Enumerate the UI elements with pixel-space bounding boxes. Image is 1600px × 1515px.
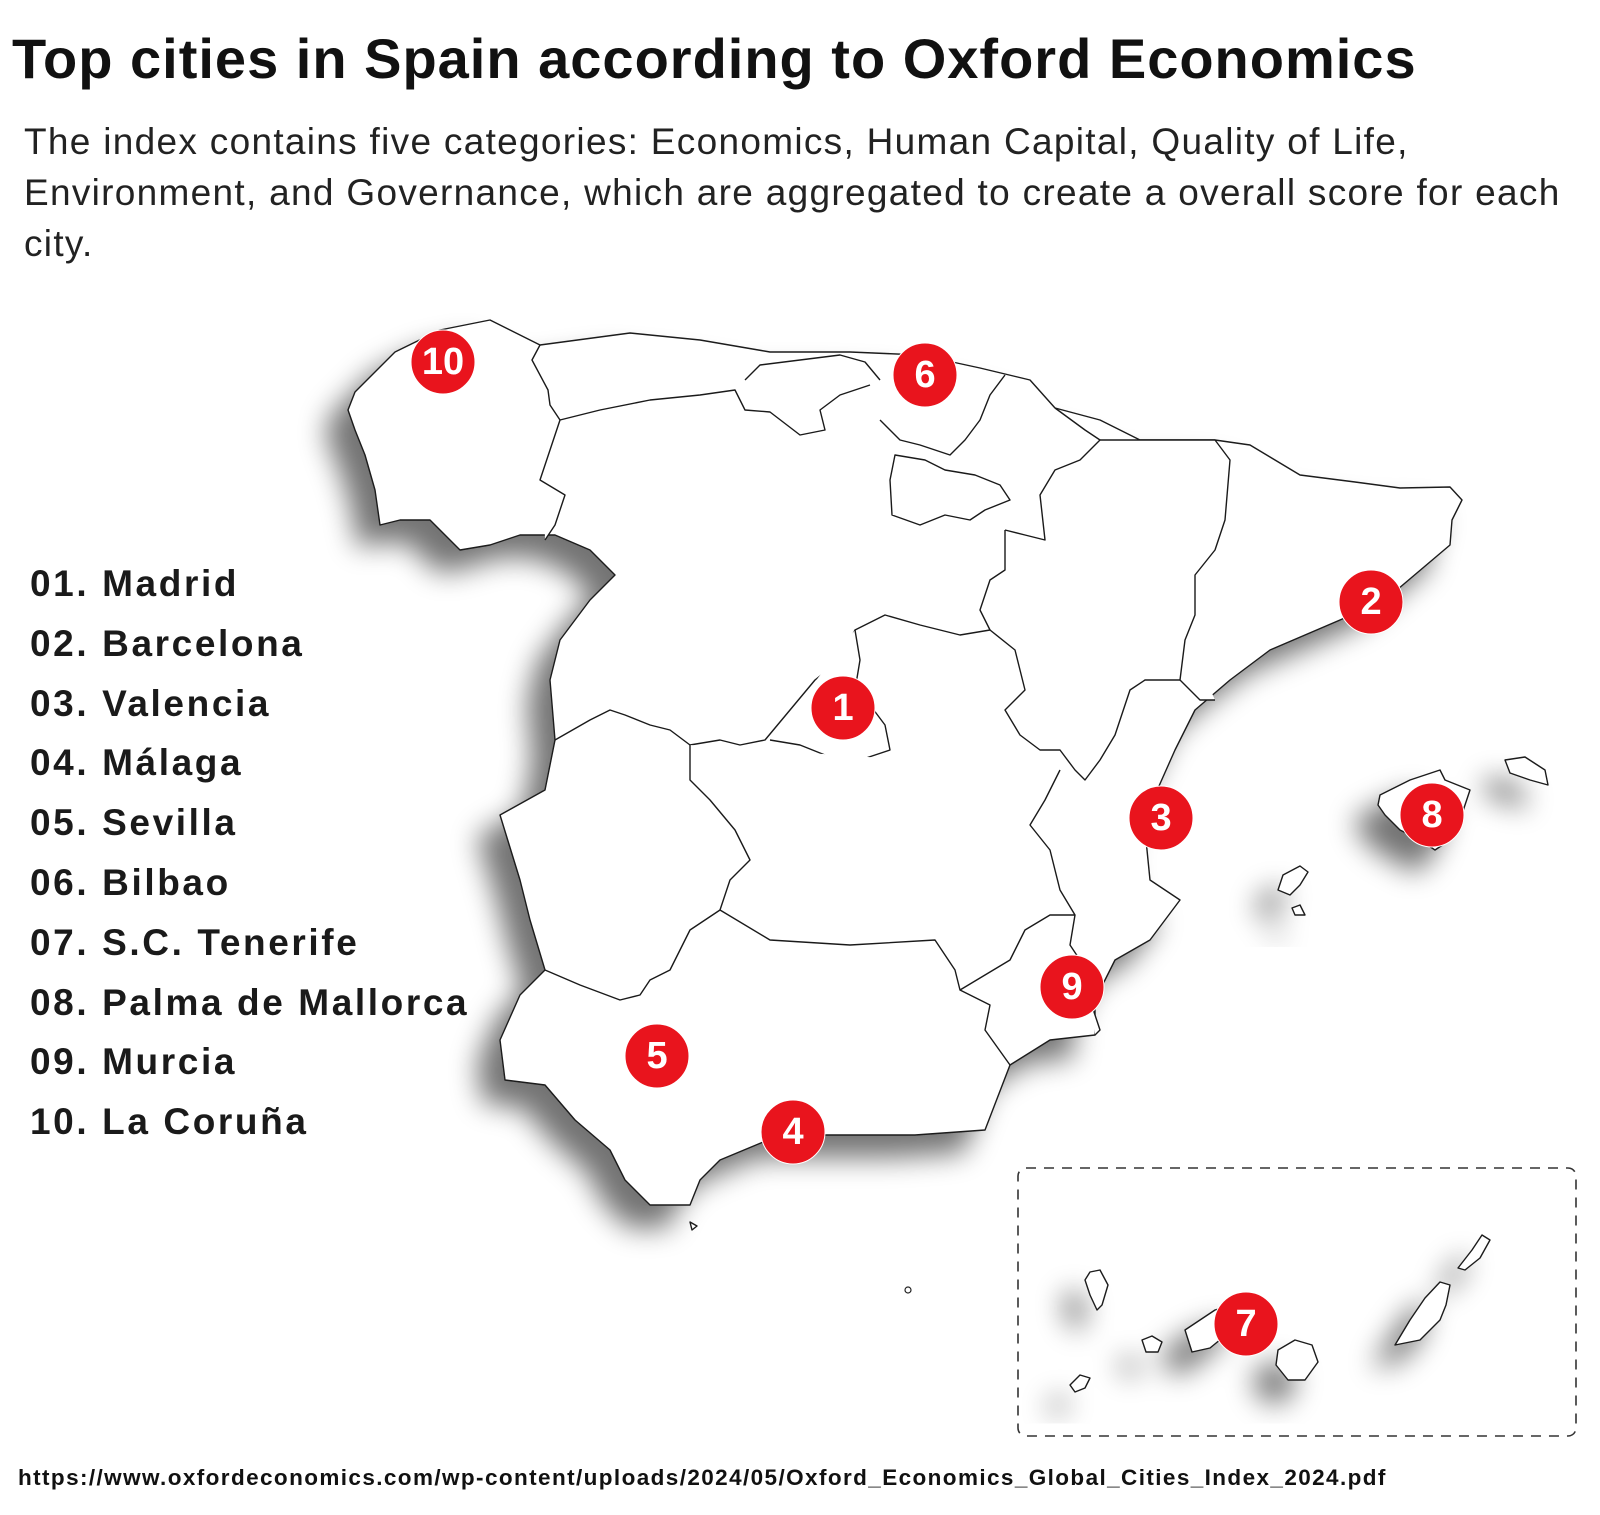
border-asturias bbox=[559, 384, 871, 436]
border-galicia bbox=[531, 344, 566, 541]
marker-malaga: 4 bbox=[760, 1099, 826, 1165]
border-rioja bbox=[889, 454, 1011, 526]
marker-valencia: 3 bbox=[1128, 785, 1194, 851]
border-castilla-leon bbox=[554, 530, 1006, 746]
border-extremadura bbox=[544, 909, 721, 1001]
island-menorca bbox=[1504, 756, 1549, 786]
rank-number: 03. bbox=[30, 682, 90, 724]
rank-number: 08. bbox=[30, 981, 90, 1023]
marker-label: 2 bbox=[1360, 581, 1381, 623]
rank-number: 10. bbox=[30, 1101, 90, 1143]
ranking-item: 06. Bilbao bbox=[30, 861, 469, 921]
marker-label: 10 bbox=[422, 341, 464, 383]
city-name: Sevilla bbox=[102, 802, 238, 844]
island-ibiza bbox=[1277, 865, 1309, 896]
island-gran-canaria bbox=[1275, 1339, 1319, 1381]
canary-inset-frame bbox=[1017, 1167, 1577, 1437]
canary-islands bbox=[1069, 1234, 1491, 1393]
marker-label: 7 bbox=[1235, 1303, 1256, 1345]
ranking-item: 07. S.C. Tenerife bbox=[30, 921, 469, 981]
city-name: Bilbao bbox=[102, 861, 231, 903]
marker-label: 9 bbox=[1061, 966, 1082, 1008]
islet-chafarinas bbox=[904, 1286, 912, 1294]
rank-number: 09. bbox=[30, 1041, 90, 1083]
page-subtitle: The index contains five categories: Econ… bbox=[24, 121, 1561, 264]
city-name: Barcelona bbox=[102, 622, 305, 664]
city-name: Málaga bbox=[102, 742, 244, 784]
city-ranking-list: 01. Madrid 02. Barcelona 03. Valencia 04… bbox=[30, 562, 469, 1160]
island-la-gomera bbox=[1141, 1335, 1163, 1353]
islet-alboran bbox=[689, 1221, 698, 1231]
marker-bilbao: 6 bbox=[892, 342, 958, 408]
city-name: Palma de Mallorca bbox=[102, 981, 470, 1023]
island-la-palma bbox=[1084, 1269, 1109, 1311]
rank-number: 04. bbox=[30, 742, 90, 784]
page-title: Top cities in Spain according to Oxford … bbox=[12, 27, 1417, 90]
ranking-item: 01. Madrid bbox=[30, 562, 469, 622]
island-fuerteventura bbox=[1394, 1281, 1451, 1346]
rank-number: 01. bbox=[30, 563, 90, 604]
rank-number: 07. bbox=[30, 921, 90, 963]
city-name: Valencia bbox=[102, 682, 272, 724]
ranking-item: 03. Valencia bbox=[30, 682, 469, 742]
rank-number: 02. bbox=[30, 622, 90, 664]
marker-murcia: 9 bbox=[1039, 954, 1105, 1020]
border-navarra bbox=[1004, 407, 1101, 541]
source-url[interactable]: https://www.oxfordeconomics.com/wp-conte… bbox=[18, 1465, 1387, 1490]
marker-label: 4 bbox=[782, 1111, 803, 1153]
marker-palma: 8 bbox=[1399, 782, 1465, 848]
city-name: S.C. Tenerife bbox=[102, 921, 360, 963]
island-el-hierro bbox=[1069, 1374, 1091, 1393]
ranking-item: 08. Palma de Mallorca bbox=[30, 981, 469, 1041]
island-lanzarote bbox=[1457, 1234, 1491, 1271]
spain-map: 1 2 3 4 5 6 7 8 9 10 bbox=[347, 319, 1577, 1437]
marker-la-coruna: 10 bbox=[410, 329, 476, 395]
ranking-item: 05. Sevilla bbox=[30, 801, 469, 861]
marker-barcelona: 2 bbox=[1338, 569, 1404, 635]
island-formentera bbox=[1291, 904, 1306, 916]
border-murcia bbox=[959, 989, 1011, 1066]
city-name: La Coruña bbox=[102, 1101, 309, 1143]
ranking-item: 02. Barcelona bbox=[30, 622, 469, 682]
city-name: Murcia bbox=[102, 1041, 237, 1083]
marker-madrid: 1 bbox=[810, 675, 876, 741]
border-basque bbox=[879, 374, 1006, 456]
marker-label: 1 bbox=[832, 687, 853, 729]
border-cantabria bbox=[744, 354, 881, 381]
marker-tenerife: 7 bbox=[1213, 1291, 1279, 1357]
marker-sevilla: 5 bbox=[624, 1023, 690, 1089]
marker-label: 8 bbox=[1421, 794, 1442, 836]
rank-number: 05. bbox=[30, 802, 90, 844]
city-name: Madrid bbox=[102, 563, 240, 604]
border-aragon bbox=[1100, 439, 1231, 701]
ranking-item: 09. Murcia bbox=[30, 1040, 469, 1100]
marker-label: 5 bbox=[646, 1035, 667, 1077]
marker-label: 3 bbox=[1150, 797, 1171, 839]
ranking-item: 10. La Coruña bbox=[30, 1100, 469, 1160]
border-castilla-la-mancha bbox=[689, 745, 1076, 991]
marker-label: 6 bbox=[914, 354, 935, 396]
border-aragon-south bbox=[989, 629, 1180, 781]
ranking-item: 04. Málaga bbox=[30, 741, 469, 801]
rank-number: 06. bbox=[30, 861, 90, 903]
